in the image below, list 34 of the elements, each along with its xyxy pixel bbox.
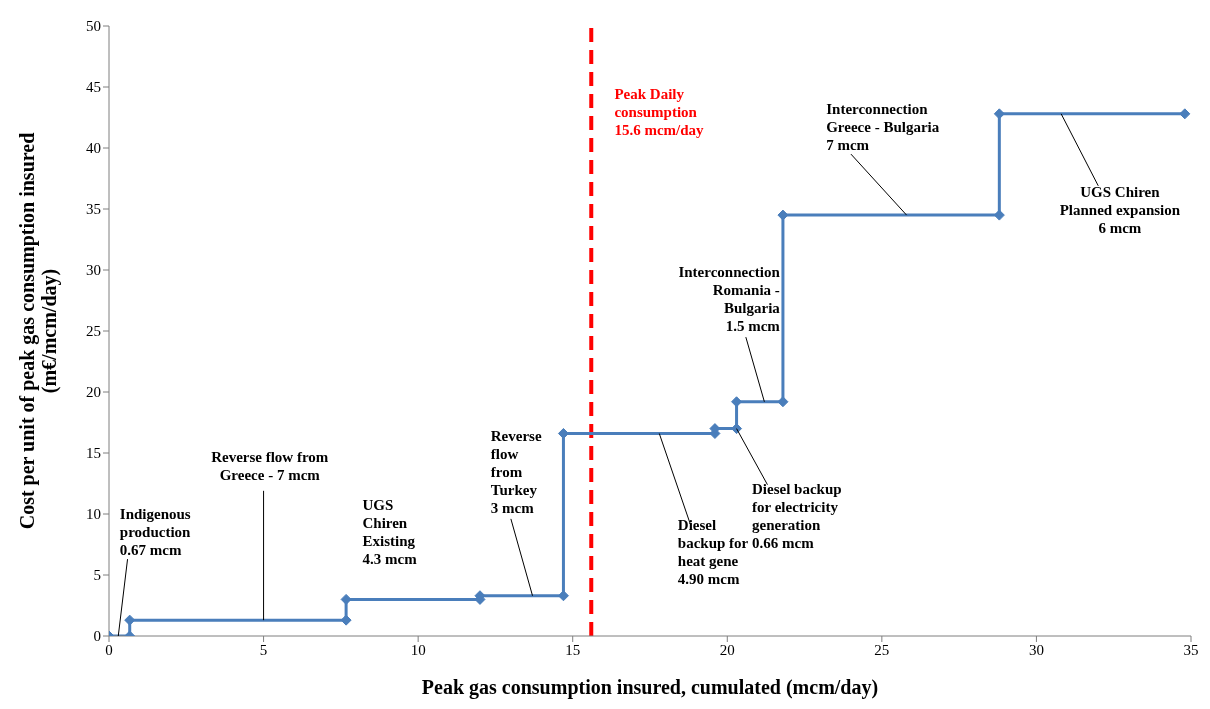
x-tick-label: 5 — [259, 641, 268, 658]
y-tick-label: 20 — [86, 384, 101, 401]
y-axis-title: Cost per unit of peak gas consumption insured (m€/mcm/day) — [16, 132, 61, 530]
x-axis-title: Peak gas consumption insured, cumulated (mcm/day) — [421, 676, 879, 699]
y-tick-label: 25 — [86, 323, 101, 340]
annotation: Reverse flow from Greece - 7 mcm — [211, 448, 329, 483]
annotation: Interconnection Romania - Bulgaria 1.5 mcm — [678, 264, 781, 335]
x-tick-label: 35 — [1183, 641, 1199, 658]
point — [731, 423, 743, 435]
annotation: Diesel backup for electricity generation 0.66 mcm — [752, 481, 842, 552]
point — [1179, 108, 1191, 120]
y-tick-label: 35 — [86, 201, 101, 218]
annotation: UGS Chiren Planned expansion 6 mcm — [1059, 183, 1181, 236]
x-tick-label: 10 — [410, 641, 426, 658]
y-tick-label: 40 — [86, 140, 101, 157]
annotation: Diesel backup for heat gene 4.90 mcm — [677, 516, 749, 587]
point — [777, 396, 789, 408]
y-tick-label: 50 — [86, 18, 101, 35]
annotation: Reverse flow from Turkey 3 mcm — [490, 427, 542, 516]
y-tick-label: 30 — [86, 262, 101, 279]
annotation: Indigenous production 0.67 mcm — [119, 505, 192, 558]
annotation: Interconnection Greece - Bulgaria 7 mcm — [826, 100, 940, 153]
x-tick-label: 30 — [1028, 641, 1044, 658]
y-tick-label: 5 — [93, 567, 101, 584]
annotation: UGS Chiren Existing 4.3 mcm — [362, 497, 418, 568]
y-tick-label: 0 — [93, 628, 101, 645]
x-tick-label: 25 — [874, 641, 890, 658]
x-tick-label: 15 — [565, 641, 581, 658]
x-tick-label: 20 — [719, 641, 735, 658]
y-tick-label: 15 — [86, 445, 101, 462]
y-tick-label: 10 — [86, 506, 101, 523]
y-tick-label: 45 — [86, 79, 101, 96]
ref-line-label: Peak Daily consumption 15.6 mcm/day — [614, 86, 705, 139]
x-tick-label: 0 — [105, 641, 113, 658]
